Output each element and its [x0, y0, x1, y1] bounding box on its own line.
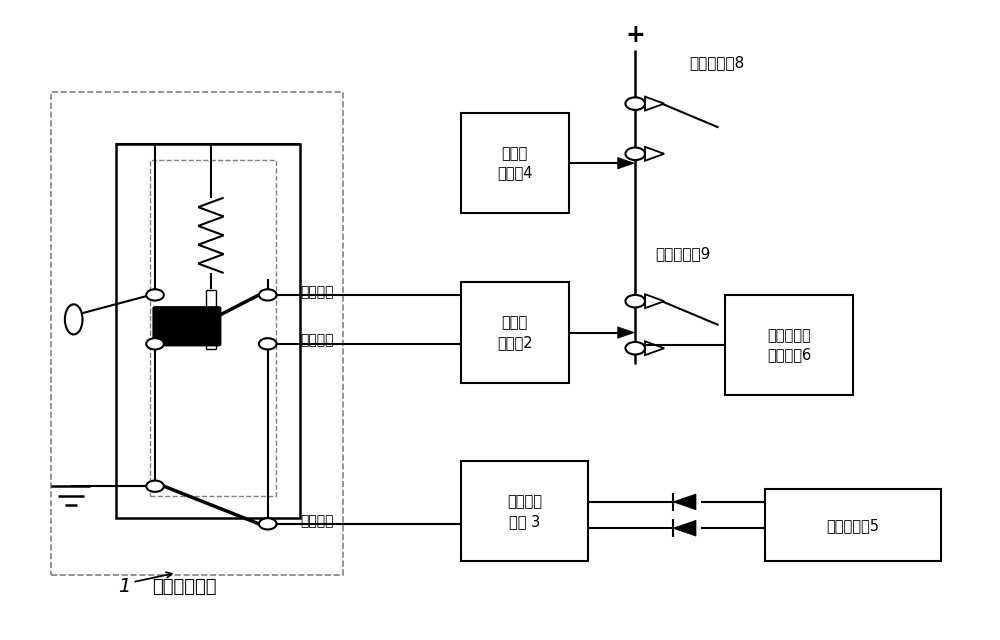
Circle shape: [146, 338, 164, 349]
FancyBboxPatch shape: [725, 295, 853, 396]
FancyBboxPatch shape: [765, 490, 941, 561]
Text: +: +: [625, 22, 645, 47]
Text: 第一接触器8: 第一接触器8: [689, 55, 744, 70]
Text: 停车控制: 停车控制: [300, 514, 334, 528]
FancyBboxPatch shape: [150, 160, 276, 495]
Text: 慢车控制: 慢车控制: [300, 333, 334, 348]
Text: 停车电磁锸5: 停车电磁锸5: [826, 518, 879, 533]
Circle shape: [625, 97, 645, 110]
Ellipse shape: [65, 304, 83, 335]
Text: 第二接触器9: 第二接触器9: [655, 246, 710, 262]
Circle shape: [259, 518, 277, 529]
FancyBboxPatch shape: [153, 307, 221, 346]
Circle shape: [625, 342, 645, 355]
FancyBboxPatch shape: [51, 92, 343, 575]
FancyBboxPatch shape: [461, 461, 588, 561]
Circle shape: [625, 147, 645, 160]
Circle shape: [625, 295, 645, 307]
FancyBboxPatch shape: [461, 113, 569, 213]
Text: 飞行控制: 飞行控制: [300, 285, 334, 299]
Circle shape: [259, 338, 277, 349]
Circle shape: [146, 481, 164, 492]
FancyBboxPatch shape: [116, 145, 300, 518]
Text: 起动控
制模块2: 起动控 制模块2: [497, 315, 533, 350]
Text: 发动机起动
点火装罦6: 发动机起动 点火装罦6: [767, 328, 811, 362]
Text: 停车控制
模块 3: 停车控制 模块 3: [507, 494, 542, 529]
Text: 1: 1: [118, 577, 130, 596]
Polygon shape: [673, 494, 696, 510]
Circle shape: [146, 289, 164, 301]
FancyBboxPatch shape: [461, 282, 569, 383]
Text: 转速控
制模块4: 转速控 制模块4: [497, 146, 532, 180]
Polygon shape: [618, 157, 634, 169]
Text: 起动控制开关: 起动控制开关: [152, 577, 217, 596]
Polygon shape: [618, 327, 634, 339]
Polygon shape: [673, 520, 696, 536]
Circle shape: [259, 289, 277, 301]
